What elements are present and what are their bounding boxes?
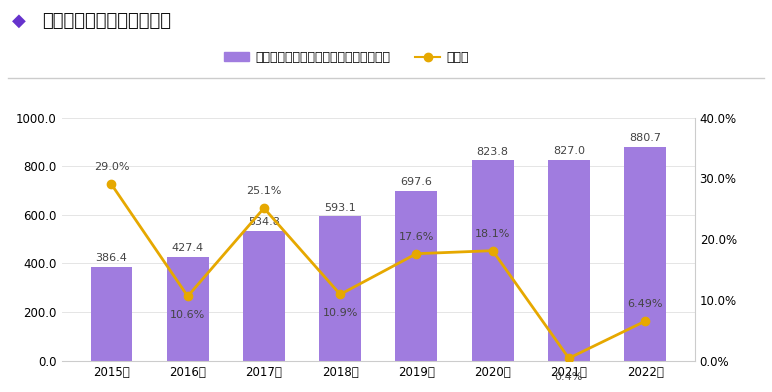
Text: 823.8: 823.8 — [476, 147, 509, 157]
Text: 25.1%: 25.1% — [246, 186, 282, 196]
Text: 10.6%: 10.6% — [170, 310, 205, 319]
Bar — [243, 230, 285, 361]
Bar — [167, 257, 208, 361]
Text: ◆: ◆ — [12, 12, 25, 30]
Bar — [472, 160, 513, 361]
Bar — [319, 216, 361, 361]
Bar — [548, 160, 590, 361]
Text: 427.4: 427.4 — [171, 243, 204, 253]
Text: 880.7: 880.7 — [629, 133, 661, 143]
Legend: 上海自主研发网络游戏销售收入（亿元）, 增长率: 上海自主研发网络游戏销售收入（亿元）, 增长率 — [219, 46, 474, 69]
Text: 697.6: 697.6 — [401, 178, 432, 187]
Text: 18.1%: 18.1% — [475, 229, 510, 238]
Text: 593.1: 593.1 — [324, 203, 356, 213]
Text: 827.0: 827.0 — [553, 146, 585, 156]
Text: 534.8: 534.8 — [248, 217, 280, 227]
Text: 386.4: 386.4 — [96, 253, 127, 263]
Bar — [90, 267, 133, 361]
Text: 17.6%: 17.6% — [398, 232, 434, 241]
Bar — [624, 147, 666, 361]
Text: 29.0%: 29.0% — [93, 162, 129, 172]
Bar — [395, 191, 438, 361]
Text: 6.49%: 6.49% — [628, 299, 663, 309]
Text: 上海自主研发网络游戏收入: 上海自主研发网络游戏收入 — [42, 12, 171, 30]
Text: 0.4%: 0.4% — [554, 372, 583, 381]
Text: 10.9%: 10.9% — [323, 308, 358, 318]
